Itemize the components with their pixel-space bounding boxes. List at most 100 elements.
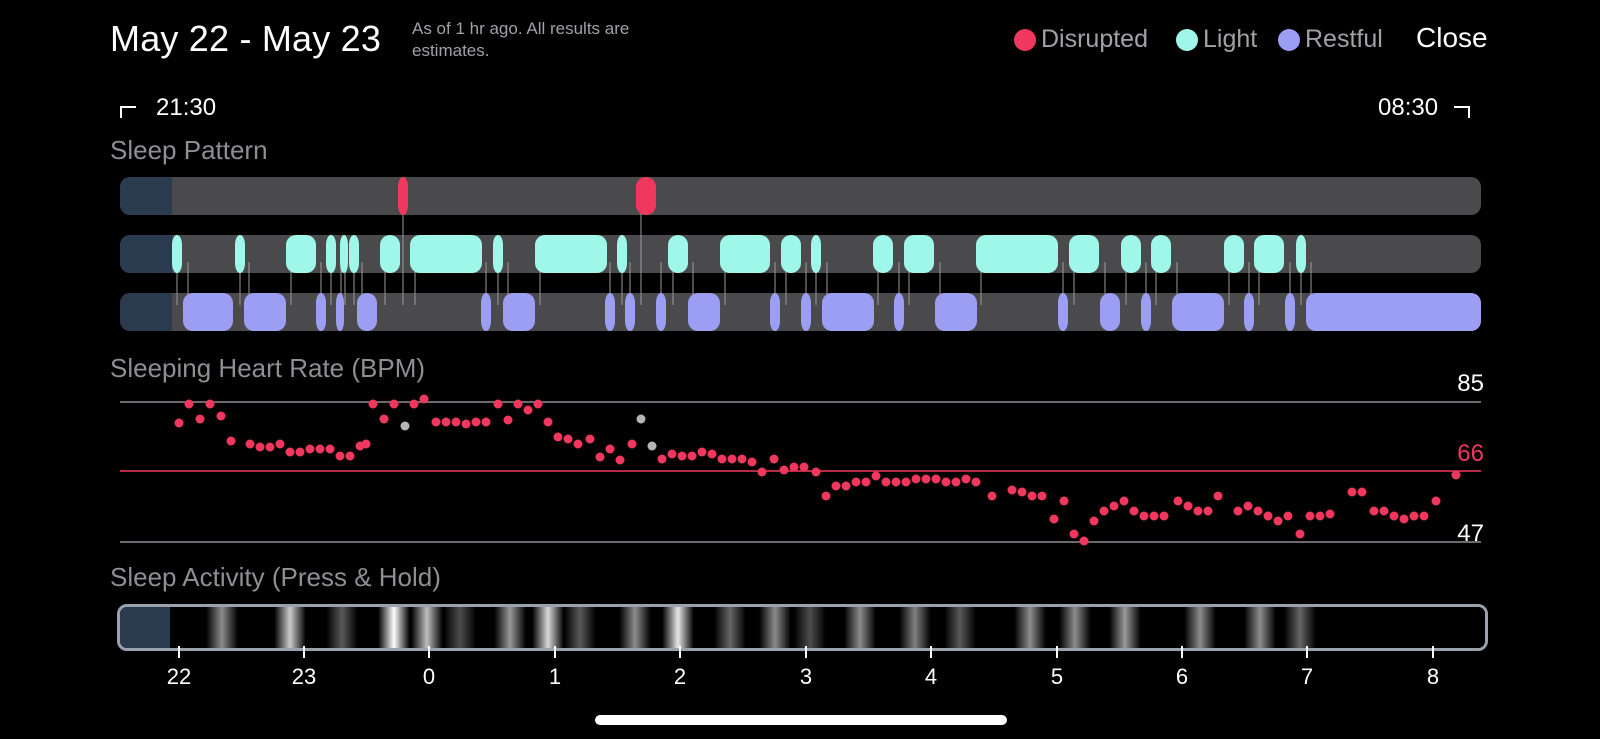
- hr-point: [543, 417, 553, 427]
- hr-point: [667, 449, 677, 459]
- hr-point: [1451, 470, 1461, 480]
- hr-point: [1379, 506, 1389, 516]
- hr-point: [1059, 496, 1069, 506]
- disrupted-track[interactable]: [120, 177, 1481, 215]
- x-tick-label: 8: [1426, 664, 1440, 689]
- hr-point: [1243, 501, 1253, 511]
- disrupted-segment: [636, 177, 656, 215]
- hr-point: [503, 415, 513, 425]
- restful-segment: [357, 293, 377, 331]
- x-tick-label: 7: [1300, 664, 1314, 689]
- x-tick-mark: [930, 646, 932, 658]
- hr-point: [605, 444, 615, 454]
- range-end-time: 08:30: [1378, 94, 1439, 121]
- hr-point: [971, 477, 981, 487]
- range-start-bracket-icon: [120, 106, 136, 118]
- hr-point: [1079, 536, 1089, 546]
- hr-point: [1253, 506, 1263, 516]
- hr-point: [697, 447, 707, 457]
- light-segment: [172, 235, 182, 273]
- hr-point: [1129, 506, 1139, 516]
- light-segment: [340, 235, 348, 273]
- range-end-bracket-icon: [1454, 106, 1471, 118]
- hr-point: [409, 399, 419, 409]
- hr-point: [831, 481, 841, 491]
- hr-point: [1173, 496, 1183, 506]
- light-segment: [1296, 235, 1306, 273]
- light-segment: [781, 235, 801, 273]
- hr-point: [891, 477, 901, 487]
- hr-point: [1399, 514, 1409, 524]
- hr-point: [368, 399, 378, 409]
- hr-point: [707, 449, 717, 459]
- x-tick-mark: [303, 646, 305, 658]
- hr-point: [941, 477, 951, 487]
- hr-point: [379, 414, 389, 424]
- light-segment: [286, 235, 316, 273]
- legend-restful: Restful: [1278, 25, 1383, 54]
- x-tick-label: 5: [1050, 664, 1064, 689]
- restful-track[interactable]: [120, 293, 1481, 331]
- hr-point: [174, 418, 184, 428]
- hr-point: [961, 474, 971, 484]
- restful-segment: [503, 293, 535, 331]
- hr-point: [789, 462, 799, 472]
- hr-point: [255, 442, 265, 452]
- light-segment: [617, 235, 627, 273]
- hr-point: [275, 439, 285, 449]
- hr-point: [1419, 511, 1429, 521]
- disrupted-dot-icon: [1014, 28, 1036, 51]
- restful-segment: [625, 293, 635, 331]
- home-indicator[interactable]: [595, 715, 1007, 725]
- hr-point: [533, 399, 543, 409]
- date-range-title: May 22 - May 23: [110, 18, 382, 59]
- restful-segment: [1100, 293, 1120, 331]
- restful-segment: [1244, 293, 1254, 331]
- close-button[interactable]: Close: [1416, 22, 1488, 53]
- hr-point: [245, 439, 255, 449]
- hr-point: [1305, 511, 1315, 521]
- restful-segment: [688, 293, 720, 331]
- hr-point: [811, 467, 821, 477]
- hr-point: [881, 477, 891, 487]
- hr-point: [1233, 506, 1243, 516]
- restful-segment: [336, 293, 344, 331]
- hr-point: [573, 439, 583, 449]
- hr-point: [1089, 516, 1099, 526]
- legend-disrupted: Disrupted: [1014, 25, 1148, 54]
- restful-segment: [935, 293, 977, 331]
- restful-segment: [1141, 293, 1151, 331]
- restful-segment: [605, 293, 615, 331]
- light-segment: [1224, 235, 1244, 273]
- restful-segment: [244, 293, 286, 331]
- light-segment: [235, 235, 245, 273]
- light-segment: [349, 235, 359, 273]
- light-segment: [668, 235, 688, 273]
- light-segment: [380, 235, 400, 273]
- hr-point: [1037, 491, 1047, 501]
- restful-segment: [1285, 293, 1295, 331]
- hr-point: [361, 439, 371, 449]
- hr-point: [1431, 496, 1441, 506]
- light-segment: [976, 235, 1058, 273]
- legend-disrupted-label: Disrupted: [1041, 25, 1148, 53]
- sleep-activity-bar[interactable]: [117, 604, 1488, 651]
- hr-point: [799, 462, 809, 472]
- hr-outlier-point: [400, 421, 410, 431]
- x-tick-mark: [1306, 646, 1308, 658]
- hr-point: [1183, 501, 1193, 511]
- hr-point: [553, 432, 563, 442]
- light-segment: [720, 235, 770, 273]
- sleep-activity-title: Sleep Activity (Press & Hold): [110, 562, 441, 592]
- hr-point: [184, 399, 194, 409]
- hr-point: [1315, 511, 1325, 521]
- hr-point: [335, 451, 345, 461]
- hr-point: [389, 399, 399, 409]
- hr-point: [205, 399, 215, 409]
- x-tick-label: 4: [924, 664, 938, 689]
- hr-point: [461, 419, 471, 429]
- hr-point: [1389, 511, 1399, 521]
- hr-point: [1347, 487, 1357, 497]
